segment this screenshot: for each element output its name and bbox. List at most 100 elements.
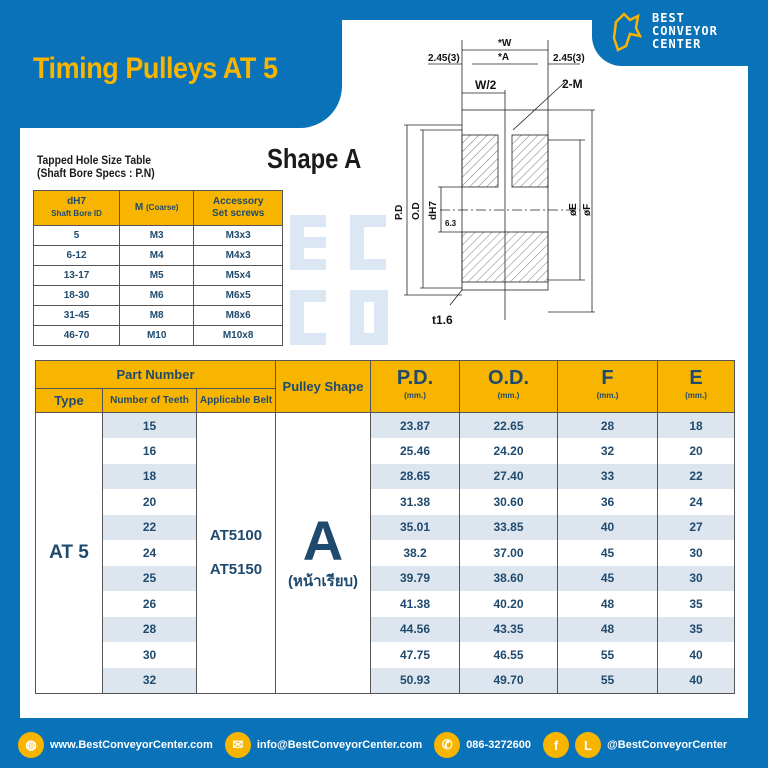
tapped-cell: 46-70 (32, 325, 121, 346)
header-part-number: Part Number (35, 360, 276, 389)
tapped-row: 6-12 M4 M4x3 (32, 245, 283, 266)
phone-icon: ✆ (434, 732, 461, 758)
header-sub: Shaft Bore ID (51, 209, 102, 218)
tapped-table-caption: Tapped Hole Size Table (Shaft Bore Specs … (37, 155, 155, 181)
social-handle[interactable]: @BestConveyorCenter (607, 739, 728, 751)
e-cell: 35 (657, 591, 735, 617)
pd-cell: 25.46 (370, 438, 460, 464)
pulley-spec-table: Part Number Pulley Shape P.D. (mm.) O.D.(… (35, 360, 735, 694)
dim-t: t1.6 (432, 313, 453, 327)
header-label: O.D. (487, 366, 530, 389)
e-cell: 22 (657, 463, 735, 489)
table-row: 20 31.38 30.60 36 24 (36, 489, 735, 515)
tapped-cell: M4x3 (193, 245, 283, 266)
tapped-row: 18-30 M6 M6x5 (32, 285, 283, 306)
e-cell: 40 (657, 642, 735, 668)
f-cell: 36 (557, 489, 658, 515)
header-pulley-shape: Pulley Shape (275, 360, 371, 413)
tapped-cell: 6-12 (32, 245, 121, 266)
unit: (mm.) (685, 390, 707, 400)
teeth-cell: 18 (102, 463, 197, 489)
table-row: 32 50.93 49.70 55 40 (36, 667, 735, 693)
e-cell: 30 (657, 565, 735, 591)
f-cell: 28 (557, 412, 658, 438)
tapped-cell: M5 (119, 265, 195, 286)
od-cell: 30.60 (459, 489, 558, 515)
tapped-cell: M10 (119, 325, 195, 346)
od-cell: 40.20 (459, 591, 558, 617)
header-label: M (134, 202, 144, 213)
header-od: O.D. (mm.) (459, 360, 558, 413)
unit: (mm.) (497, 390, 520, 400)
header-label: P.D. (396, 366, 434, 389)
teeth-cell: 30 (102, 642, 197, 668)
pd-cell: 38.2 (370, 540, 460, 566)
logo: BEST CONVEYOR CENTER (592, 0, 768, 66)
teeth-cell: 16 (102, 438, 197, 464)
line-icon[interactable]: L (575, 732, 602, 758)
mail-icon: ✉ (224, 732, 251, 758)
e-cell: 20 (657, 438, 735, 464)
header-pd: P.D. (mm.) (370, 360, 460, 413)
unit: (mm.) (596, 390, 619, 400)
page-title: Timing Pulleys AT 5 (33, 52, 278, 85)
logo-text: CONVEYOR (652, 24, 718, 38)
watermark-graphic (290, 215, 388, 345)
caption-line: (Shaft Bore Specs : P.N) (37, 168, 155, 180)
facebook-icon[interactable]: f (543, 732, 570, 758)
e-cell: 27 (657, 514, 735, 540)
tapped-cell: M8 (119, 305, 195, 326)
e-cell: 30 (657, 540, 735, 566)
table-row: 30 47.75 46.55 55 40 (36, 642, 735, 668)
header-label: E (689, 366, 703, 389)
f-cell: 45 (557, 540, 658, 566)
table-row: 25 39.79 38.60 45 30 (36, 565, 735, 591)
od-cell: 37.00 (459, 540, 558, 566)
header-f: F (mm.) (557, 360, 658, 413)
table-row: 16 25.46 24.20 32 20 (36, 438, 735, 464)
header-teeth: Number of Teeth (102, 388, 197, 413)
dim-f: øF (582, 204, 593, 216)
dim-m: 2-M (562, 77, 583, 91)
dim-od: O.D (411, 202, 422, 220)
table-row: 24 38.2 37.00 45 30 (36, 540, 735, 566)
table-row: 18 28.65 27.40 33 22 (36, 463, 735, 489)
belt-name: AT5100 (209, 526, 263, 544)
pd-cell: 23.87 (370, 412, 460, 438)
teeth-cell: 22 (102, 514, 197, 540)
f-cell: 45 (557, 565, 658, 591)
pd-cell: 41.38 (370, 591, 460, 617)
shape-cell: A (หน้าเรียบ) (275, 412, 371, 693)
f-cell: 40 (557, 514, 658, 540)
phone-number[interactable]: 086-3272600 (466, 739, 532, 751)
dim-dh7: dH7 (428, 201, 439, 220)
od-cell: 38.60 (459, 565, 558, 591)
pd-cell: 35.01 (370, 514, 460, 540)
header-label: Set screws (212, 208, 265, 219)
tapped-row: 5 M3 M3x3 (32, 225, 283, 246)
od-cell: 49.70 (459, 667, 558, 693)
pd-cell: 31.38 (370, 489, 460, 515)
f-cell: 48 (557, 616, 658, 642)
pd-cell: 39.79 (370, 565, 460, 591)
email-link[interactable]: info@BestConveyorCenter.com (256, 739, 423, 751)
table-row: 26 41.38 40.20 48 35 (36, 591, 735, 617)
e-cell: 18 (657, 412, 735, 438)
teeth-cell: 20 (102, 489, 197, 515)
tapped-cell: M5x4 (193, 265, 283, 286)
table-row: 28 44.56 43.35 48 35 (36, 616, 735, 642)
f-cell: 55 (557, 667, 658, 693)
e-cell: 24 (657, 489, 735, 515)
od-cell: 22.65 (459, 412, 558, 438)
belt-name: AT5150 (209, 560, 263, 578)
teeth-cell: 32 (102, 667, 197, 693)
logo-text: BEST (652, 11, 685, 25)
tapped-row: 31-45 M8 M8x6 (32, 305, 283, 326)
header-label: F (601, 366, 614, 389)
dim-side-left: 2.45(3) (428, 53, 460, 64)
dim-e: øE (568, 203, 579, 216)
f-cell: 33 (557, 463, 658, 489)
tapped-cell: M6 (119, 285, 195, 306)
website-link[interactable]: www.BestConveyorCenter.com (50, 739, 213, 751)
tapped-hole-table: dH7 Shaft Bore ID M (Coarse) Accessory Set… (32, 190, 283, 346)
